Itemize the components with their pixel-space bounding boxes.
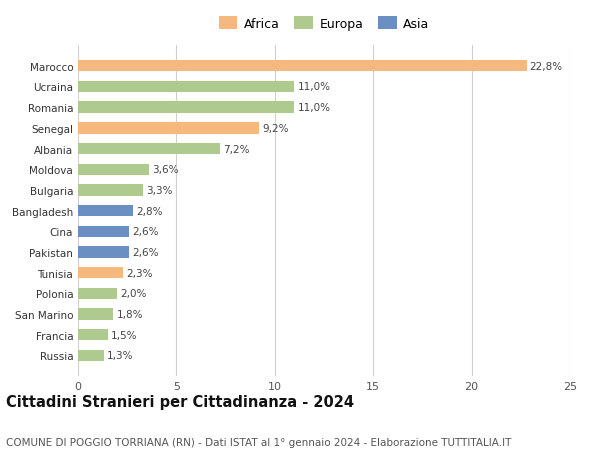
- Bar: [78, 164, 149, 175]
- Text: 2,0%: 2,0%: [121, 289, 146, 299]
- Text: 3,3%: 3,3%: [146, 185, 172, 196]
- Text: 1,5%: 1,5%: [110, 330, 137, 340]
- Text: 1,8%: 1,8%: [116, 309, 143, 319]
- Text: 7,2%: 7,2%: [223, 144, 249, 154]
- Bar: [78, 330, 107, 341]
- Text: 2,6%: 2,6%: [132, 247, 158, 257]
- Bar: [78, 144, 220, 155]
- Bar: [78, 288, 118, 299]
- Bar: [78, 350, 104, 361]
- Bar: [78, 123, 259, 134]
- Text: 1,3%: 1,3%: [107, 351, 133, 361]
- Bar: [78, 61, 527, 72]
- Text: Cittadini Stranieri per Cittadinanza - 2024: Cittadini Stranieri per Cittadinanza - 2…: [6, 394, 354, 409]
- Text: 3,6%: 3,6%: [152, 165, 178, 175]
- Legend: Africa, Europa, Asia: Africa, Europa, Asia: [216, 15, 432, 33]
- Text: 2,8%: 2,8%: [136, 206, 163, 216]
- Bar: [78, 247, 129, 258]
- Bar: [78, 82, 295, 93]
- Bar: [78, 268, 123, 279]
- Text: 22,8%: 22,8%: [530, 62, 563, 72]
- Text: 11,0%: 11,0%: [298, 103, 331, 113]
- Bar: [78, 102, 295, 113]
- Bar: [78, 206, 133, 217]
- Text: COMUNE DI POGGIO TORRIANA (RN) - Dati ISTAT al 1° gennaio 2024 - Elaborazione TU: COMUNE DI POGGIO TORRIANA (RN) - Dati IS…: [6, 437, 511, 447]
- Text: 2,6%: 2,6%: [132, 227, 158, 237]
- Bar: [78, 226, 129, 237]
- Text: 11,0%: 11,0%: [298, 82, 331, 92]
- Text: 2,3%: 2,3%: [126, 268, 153, 278]
- Text: 9,2%: 9,2%: [262, 123, 289, 134]
- Bar: [78, 309, 113, 320]
- Bar: [78, 185, 143, 196]
